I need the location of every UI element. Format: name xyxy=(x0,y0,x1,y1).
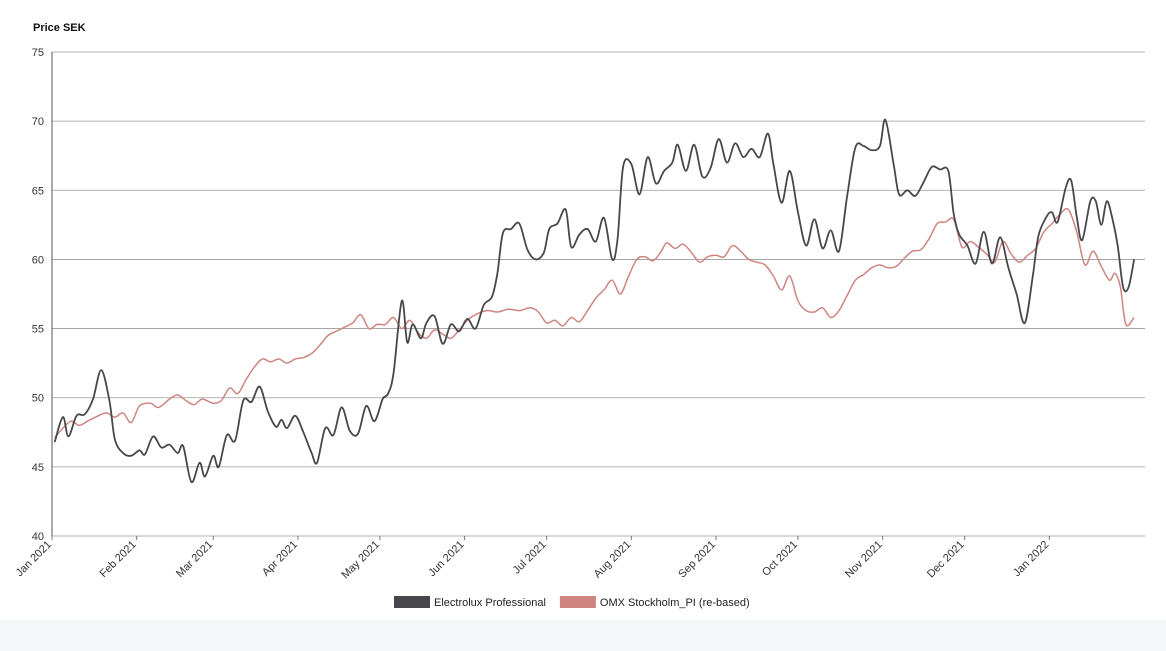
y-tick-label: 40 xyxy=(32,531,44,543)
legend-label-electrolux-professional: Electrolux Professional xyxy=(434,597,546,609)
legend-swatch-electrolux-professional xyxy=(394,596,430,608)
x-tick-label: Jan 2021 xyxy=(14,539,54,579)
y-axis-title: Price SEK xyxy=(33,22,86,34)
x-tick-labels: Jan 2021 Feb 2021 Mar 2021 Apr 2021 May 2021… xyxy=(14,539,1052,582)
x-tick-label: Feb 2021 xyxy=(97,539,138,580)
gridlines xyxy=(52,51,1145,537)
legend-label-omx-stockholm-pi-re-based: OMX Stockholm_PI (re-based) xyxy=(600,597,750,609)
chart-panel: Price SEK 40 45 50 55 60 65 70 75 Jan 2021 Feb 2… xyxy=(13,22,1145,609)
x-tick-label: Aug 2021 xyxy=(592,539,634,581)
x-tick-label: Jul 2021 xyxy=(511,539,549,577)
y-tick-label: 55 xyxy=(32,324,44,336)
series-line-electrolux-professional xyxy=(53,118,1135,484)
axes xyxy=(51,52,1050,540)
x-tick-label: Oct 2021 xyxy=(760,539,800,579)
legend-swatch-omx-stockholm-pi-re-based xyxy=(559,596,596,608)
x-tick-label: Sep 2021 xyxy=(676,539,718,581)
x-tick-label: Mar 2021 xyxy=(174,539,215,580)
x-tick-label: Jun 2021 xyxy=(426,539,466,579)
y-tick-label: 50 xyxy=(32,393,44,405)
x-tick-label: Jan 2022 xyxy=(1011,539,1051,579)
x-tick-label: Apr 2021 xyxy=(260,539,300,579)
y-tick-label: 60 xyxy=(32,254,44,266)
y-tick-label: 75 xyxy=(32,47,44,59)
series-lines xyxy=(53,118,1135,484)
y-tick-labels: 40 45 50 55 60 65 70 75 xyxy=(32,47,44,543)
series-line-omx-stockholm-pi-re-based xyxy=(54,207,1135,439)
y-tick-label: 70 xyxy=(32,116,44,128)
x-tick-label: Nov 2021 xyxy=(843,539,885,581)
y-tick-label: 45 xyxy=(32,462,44,474)
y-tick-label: 65 xyxy=(32,185,44,197)
x-tick-label: May 2021 xyxy=(339,539,382,582)
price-chart: Price SEK 40 45 50 55 60 65 70 75 Jan 2021 Feb 2… xyxy=(14,22,1145,609)
legend: Electrolux Professional OMX Stockholm_PI … xyxy=(394,596,750,609)
x-tick-label: Dec 2021 xyxy=(925,539,967,581)
